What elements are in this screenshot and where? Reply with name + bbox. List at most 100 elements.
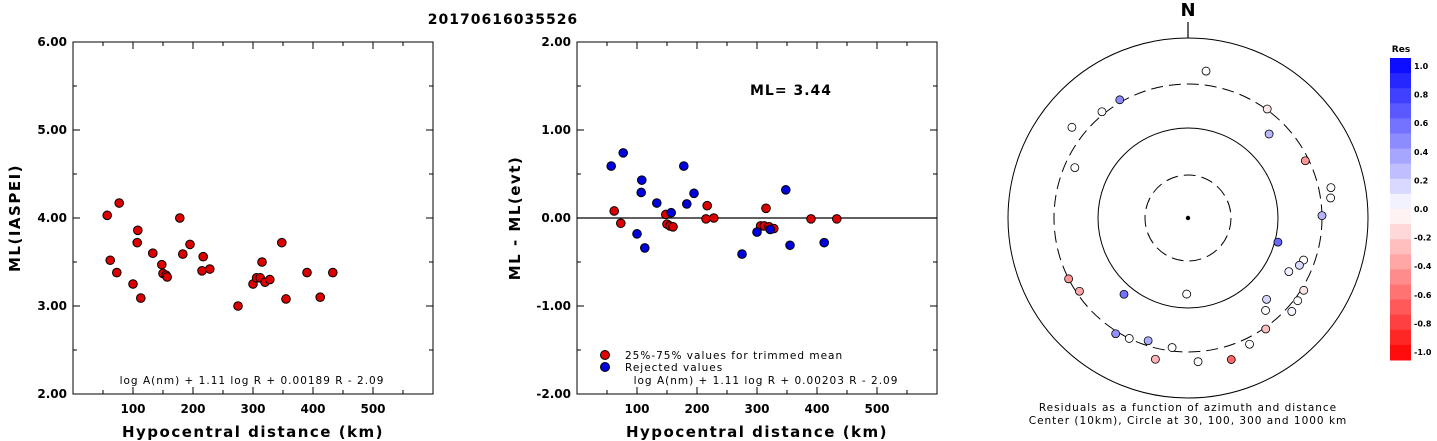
- station-point: [1064, 274, 1074, 284]
- x-tick-label: 300: [744, 402, 769, 416]
- colorbar-cell: [1390, 269, 1411, 285]
- colorbar-cell: [1390, 284, 1411, 301]
- station-point: [1273, 237, 1283, 247]
- station-point: [1261, 324, 1271, 334]
- ml-residual-panel: 100 200 300 400 500 -2.00 -1.00 0.00 1.00 2.00 ML…: [506, 35, 938, 441]
- station-point: [1326, 183, 1336, 193]
- colorbar-cell: [1390, 344, 1411, 361]
- data-point: [652, 198, 662, 208]
- data-point: [197, 266, 207, 276]
- legend-marker-rejected: [600, 362, 610, 372]
- x-tick-label: 500: [360, 402, 385, 416]
- station-point: [1119, 289, 1129, 299]
- station-point: [1097, 107, 1107, 117]
- colorbar-tick-label: -0.4: [1414, 262, 1432, 271]
- x-tick-label: 400: [804, 402, 829, 416]
- station-point: [1245, 339, 1254, 349]
- data-point: [689, 188, 699, 199]
- y-tick-label: 2.00: [541, 35, 571, 49]
- x-tick-label: 400: [300, 402, 325, 416]
- figure-title: 20170616035526: [428, 12, 578, 28]
- colorbar-cell: [1390, 58, 1411, 74]
- legend-marker-trimmed-mean: [600, 350, 610, 360]
- legend-label-trimmed-mean: 25%-75% values for trimmed mean: [625, 350, 843, 362]
- data-point: [205, 264, 215, 274]
- colorbar-cell: [1390, 299, 1411, 316]
- data-point: [752, 227, 762, 237]
- colorbar-tick-label: 0.6: [1414, 119, 1429, 128]
- data-point: [637, 175, 647, 185]
- ml-iaspei-tick-marks: 100 200 300 400 500 2.00 3.00 4.00 5.00 6.00: [37, 35, 433, 416]
- data-point: [668, 222, 678, 232]
- colorbar-tick-label: 0.2: [1414, 176, 1428, 185]
- data-point: [606, 161, 617, 171]
- circle-30km: [1144, 174, 1232, 262]
- data-point: [185, 239, 195, 250]
- ml-residual-y-axis-label: ML - ML(evt): [506, 156, 524, 280]
- data-point: [315, 292, 326, 303]
- station-point: [1295, 260, 1304, 270]
- x-tick-label: 200: [684, 402, 709, 416]
- data-point: [302, 267, 312, 278]
- ml-iaspei-x-axis-label: Hypocentral distance (km): [122, 423, 384, 441]
- station-point: [1111, 329, 1121, 339]
- station-residual-points: [1064, 66, 1336, 367]
- ml-iaspei-plot-frame: [72, 41, 434, 395]
- colorbar-cell: [1390, 118, 1411, 134]
- colorbar-cell: [1390, 178, 1411, 195]
- y-tick-label: 1.00: [541, 123, 571, 137]
- colorbar-title: Res: [1392, 45, 1410, 55]
- data-point: [178, 249, 188, 259]
- data-point: [679, 161, 689, 171]
- station-point: [1326, 193, 1336, 203]
- y-tick-label: 5.00: [37, 123, 67, 137]
- y-tick-label: 4.00: [37, 211, 67, 225]
- data-point: [709, 213, 719, 223]
- station-point: [1193, 357, 1203, 367]
- y-tick-label: 3.00: [37, 299, 67, 313]
- ml-iaspei-points: [102, 198, 338, 311]
- y-tick-label: -2.00: [536, 387, 571, 401]
- data-point: [105, 255, 115, 266]
- colorbar-tick-label: -0.8: [1414, 319, 1432, 328]
- station-point: [1264, 129, 1274, 139]
- data-point: [682, 199, 692, 209]
- ml-iaspei-panel: 100 200 300 400 500 2.00 3.00 4.00 5.00 6.00 log …: [6, 35, 434, 441]
- station-point: [1293, 296, 1303, 306]
- colorbar-cell: [1390, 103, 1411, 119]
- y-tick-label: 2.00: [37, 387, 67, 401]
- legend-label-rejected: Rejected values: [625, 362, 723, 374]
- data-point: [102, 210, 112, 221]
- data-point: [806, 214, 816, 224]
- station-point: [1300, 156, 1310, 166]
- data-point: [701, 214, 711, 224]
- event-magnitude-annotation: ML= 3.44: [750, 83, 832, 99]
- station-point: [1284, 267, 1294, 277]
- residual-colorbar: Res 1.0 0.8 0.6 0.4 0.2 0.0 -0.2 -0.4 -0.6 -0.8 -1…: [1390, 45, 1432, 361]
- data-point: [233, 301, 243, 311]
- data-point: [328, 267, 338, 278]
- colorbar-cell: [1390, 329, 1411, 346]
- station-point: [1067, 122, 1077, 132]
- data-point: [785, 240, 795, 251]
- data-point: [609, 206, 620, 216]
- ml-iaspei-y-axis-label: ML(IASPEI): [6, 164, 24, 272]
- colorbar-cell: [1390, 224, 1411, 240]
- station-point: [1226, 355, 1236, 364]
- station-point: [1261, 306, 1270, 315]
- station-point: [1143, 336, 1153, 346]
- data-point: [618, 148, 629, 158]
- data-point: [148, 248, 158, 258]
- ml-residual-tick-marks: 100 200 300 400 500 -2.00 -1.00 0.00 1.00 2.00: [536, 35, 937, 416]
- epicenter-marker: [1185, 215, 1191, 221]
- station-point: [1182, 289, 1192, 299]
- station-point: [1317, 211, 1327, 221]
- colorbar-cell: [1390, 254, 1411, 270]
- data-point: [632, 229, 642, 239]
- data-point: [281, 294, 291, 304]
- station-point: [1167, 343, 1177, 352]
- colorbar-tick-label: -0.2: [1414, 234, 1432, 243]
- data-point: [132, 237, 142, 248]
- north-label: N: [1180, 0, 1195, 21]
- data-point: [265, 274, 275, 285]
